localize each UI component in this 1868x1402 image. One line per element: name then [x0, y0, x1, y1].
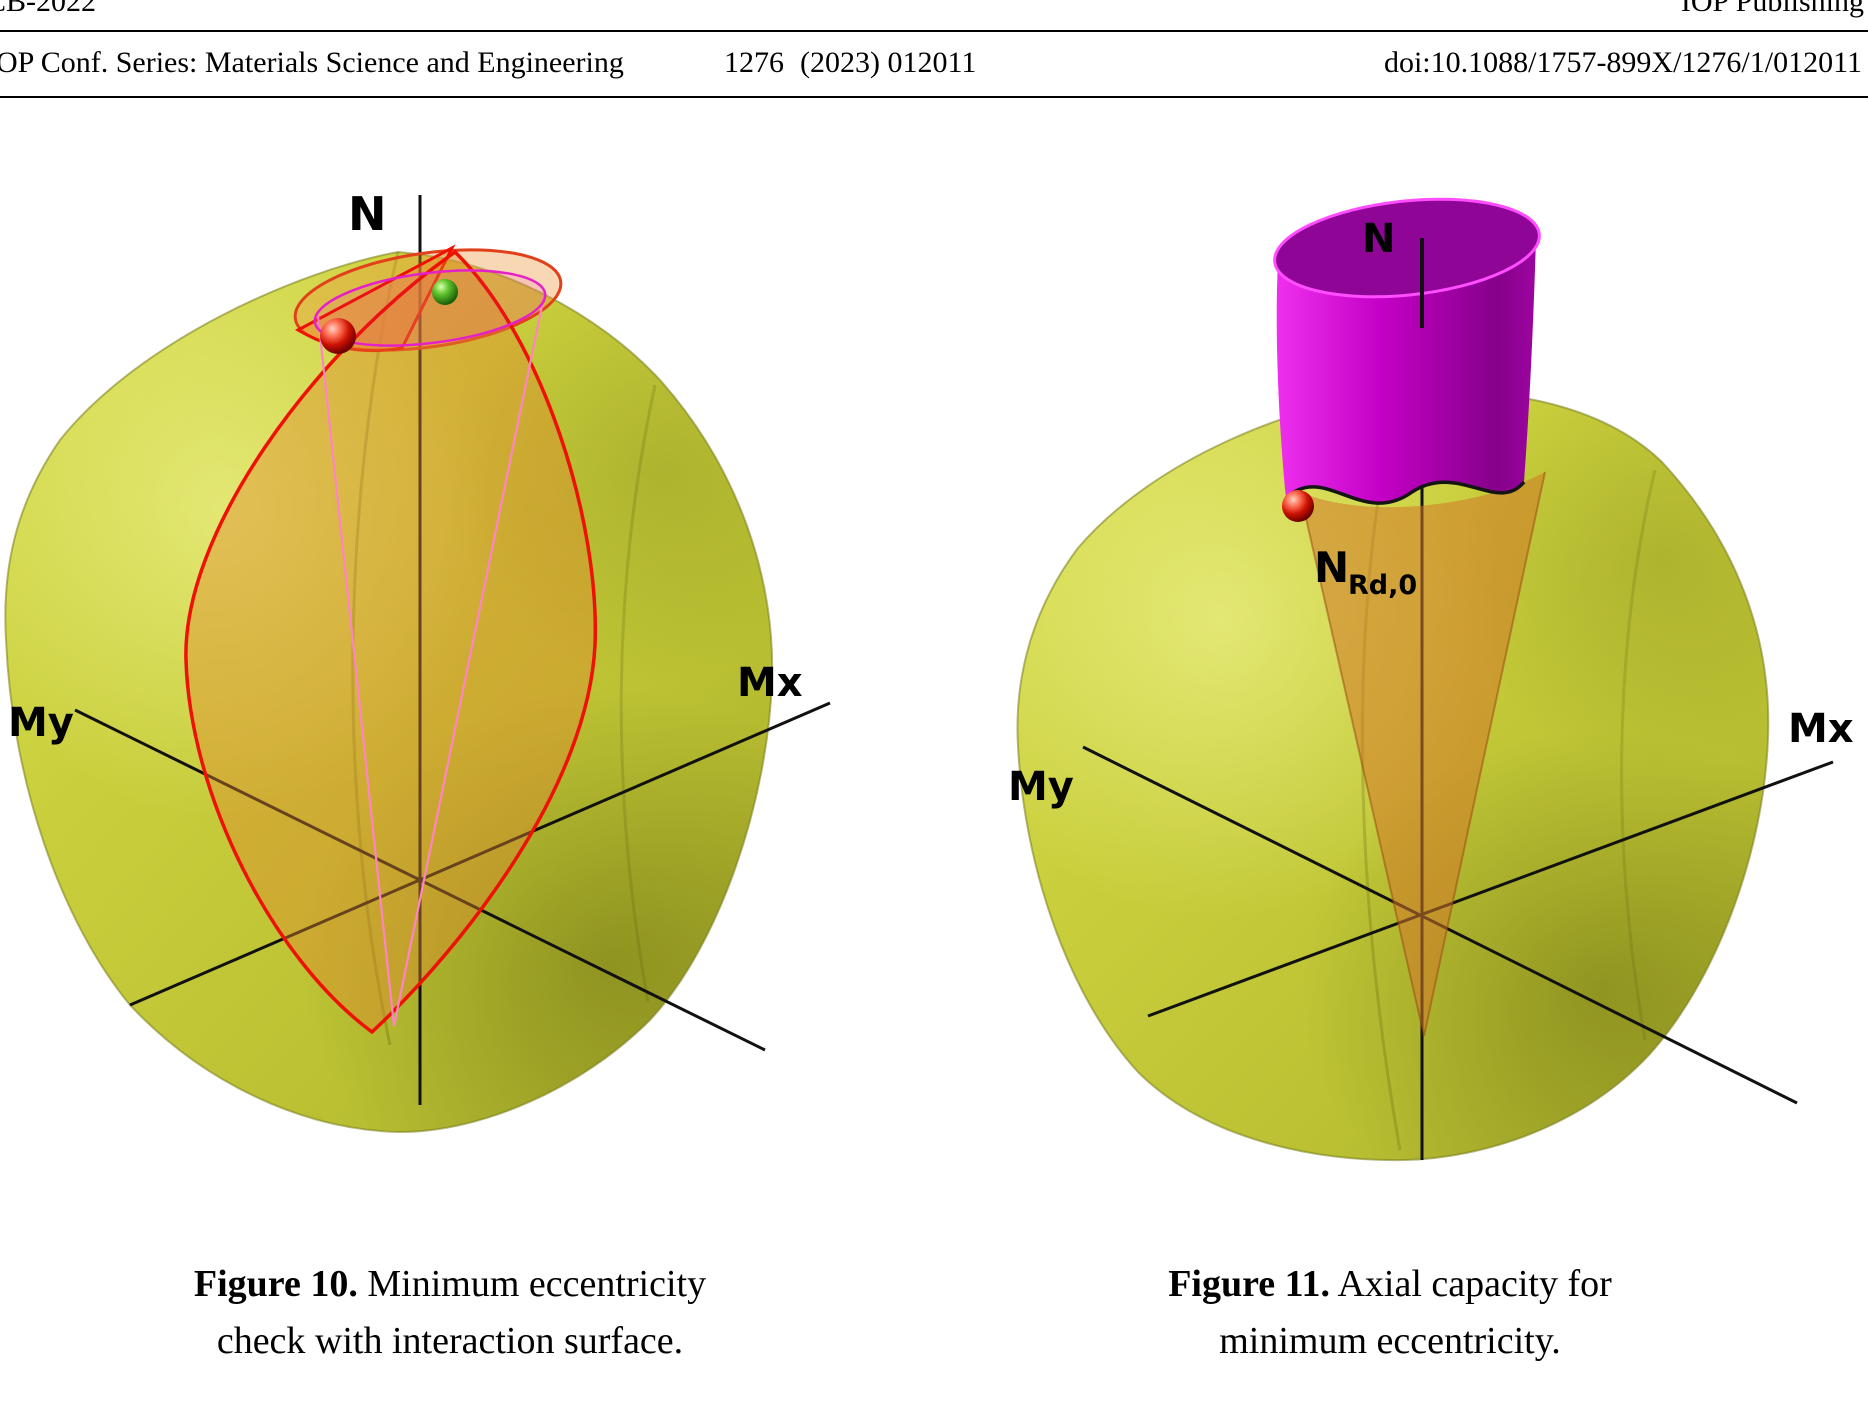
figure11-caption-line1: Figure 11. Axial capacity for: [960, 1256, 1820, 1313]
header-volume-info: 1276 (2023) 012011: [724, 46, 976, 80]
cone-edge-right: [392, 295, 546, 1027]
mx-axis-label: Mx: [1788, 706, 1854, 752]
figure10-caption-line1: Figure 10. Minimum eccentricity: [40, 1256, 860, 1313]
my-axis: [74, 708, 766, 1052]
header-rule-top: [0, 30, 1868, 32]
axial-cone: [1299, 471, 1546, 1037]
section-petal: [184, 249, 598, 1035]
red-point-marker: [1282, 490, 1314, 522]
my-axis-label: My: [1008, 764, 1074, 810]
nrd0-label-sub: Rd,0: [1348, 570, 1417, 601]
n-axis-label: N: [1362, 216, 1395, 262]
header-issue: (2023) 012011: [800, 46, 977, 79]
cone-edge-left: [316, 315, 396, 1027]
mx-axis: [129, 701, 831, 1007]
header-volume: 1276: [724, 46, 784, 79]
header-doi: doi:10.1088/1757-899X/1276/1/012011: [1383, 46, 1862, 79]
figure11-caption-label: Figure 11.: [1168, 1263, 1331, 1305]
header-journal: IOP Conf. Series: Materials Science and …: [0, 46, 624, 79]
n-axis-label: N: [348, 187, 387, 241]
my-axis-label: My: [8, 700, 74, 746]
figure10-caption-text2: check with interaction surface.: [216, 1320, 684, 1362]
cone-body: [1300, 472, 1545, 1036]
figure11-caption-text1: Axial capacity for: [1337, 1263, 1612, 1305]
figure10-plot: N Mx My: [4, 187, 831, 1133]
header-publisher: IOP Publishing: [1680, 0, 1864, 18]
intersection-curve: [1284, 480, 1526, 505]
figure10-caption: Figure 10. Minimum eccentricity check wi…: [40, 1256, 860, 1370]
eccentricity-ellipse: [313, 269, 547, 347]
cone-edges: [1299, 471, 1546, 1037]
figure11-plot: N N Rd,0 Mx My: [1008, 197, 1854, 1162]
axes: [74, 195, 831, 1105]
cylinder-body: [1276, 236, 1536, 504]
figure10-caption-text1: Minimum eccentricity: [367, 1263, 707, 1305]
eccentricity-cylinder: [1273, 197, 1541, 505]
mx-axis-label: Mx: [737, 660, 803, 706]
figure11-caption-line2: minimum eccentricity.: [960, 1313, 1820, 1370]
cylinder-opening: [1273, 197, 1541, 299]
figure11-caption: Figure 11. Axial capacity for minimum ec…: [960, 1256, 1820, 1370]
green-point-marker: [432, 279, 458, 305]
figure11-caption-text2: minimum eccentricity.: [1219, 1320, 1561, 1362]
red-point-marker: [320, 318, 356, 354]
figure10-caption-line2: check with interaction surface.: [40, 1313, 860, 1370]
header-rule-bottom: [0, 96, 1868, 98]
header-conference: CB-2022: [0, 0, 97, 18]
nrd0-label-main: N: [1314, 543, 1349, 592]
mx-axis: [1147, 760, 1834, 1018]
figure10-caption-label: Figure 10.: [193, 1263, 358, 1305]
